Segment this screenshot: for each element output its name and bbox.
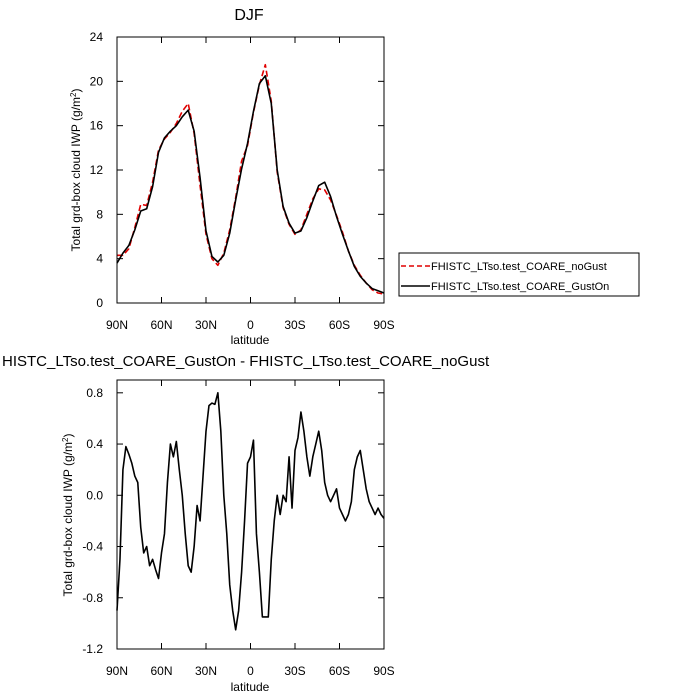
bottom-y-tick-label: 0.0 (86, 488, 103, 502)
bottom-series-line-0 (116, 392, 385, 631)
top-y-axis-label-main: Total grd-box cloud IWP (g/m (69, 97, 83, 252)
top-plot-frame (116, 36, 385, 304)
top-y-tick-label: 20 (90, 74, 104, 88)
bottom-y-axis-label: Total grd-box cloud IWP (g/m2) (61, 434, 75, 597)
bottom-x-tick-label: 90S (373, 664, 394, 678)
legend: FHISTC_LTso.test_COARE_noGust FHISTC_LTs… (398, 252, 640, 297)
bottom-panel-title: HISTC_LTso.test_COARE_GustOn - FHISTC_LT… (2, 353, 490, 370)
top-y-axis-label: Total grd-box cloud IWP (g/m2) (69, 89, 83, 252)
bottom-panel: HISTC_LTso.test_COARE_GustOn - FHISTC_LT… (2, 353, 490, 694)
top-axis-ticks: 90N 60N 30N 0 30S 60S 90S 0 4 8 12 16 20 24 (90, 30, 395, 332)
top-panel: DJF 90N 60N 30N 0 30S 60S 90S 0 4 8 12 16 20 24 latit… (69, 7, 640, 347)
bottom-y-axis-label-end: ) (61, 434, 75, 438)
bottom-x-tick-label: 90N (106, 664, 128, 678)
bottom-x-tick-label: 30N (195, 664, 217, 678)
top-y-axis-label-sup: 2 (69, 92, 78, 97)
bottom-y-axis-label-sup: 2 (61, 437, 70, 442)
top-plot-area (116, 63, 385, 295)
top-y-tick-label: 0 (96, 296, 103, 310)
top-y-tick-label: 4 (96, 252, 103, 266)
bottom-plot-area (116, 392, 385, 631)
top-x-tick-label: 0 (247, 318, 254, 332)
legend-box (398, 252, 640, 297)
top-series-line-0 (117, 63, 385, 295)
bottom-x-tick-label: 60N (150, 664, 172, 678)
top-x-tick-label: 60S (329, 318, 350, 332)
top-x-tick-label: 30S (284, 318, 305, 332)
top-x-tick-label: 90N (106, 318, 128, 332)
top-y-tick-label: 8 (96, 207, 103, 221)
top-series-line-1 (116, 74, 385, 294)
top-panel-title: DJF (234, 7, 264, 24)
legend-label-GustOn: FHISTC_LTso.test_COARE_GustOn (431, 281, 609, 293)
top-y-tick-label: 24 (90, 30, 104, 44)
bottom-y-tick-label: 0.8 (86, 386, 103, 400)
legend-label-noGust: FHISTC_LTso.test_COARE_noGust (431, 261, 607, 273)
bottom-y-tick-label: -1.2 (82, 642, 103, 656)
bottom-y-tick-label: 0.4 (86, 437, 103, 451)
top-y-tick-label: 12 (90, 163, 104, 177)
top-x-tick-label: 60N (150, 318, 172, 332)
bottom-y-tick-label: -0.8 (82, 591, 103, 605)
bottom-y-axis-label-main: Total grd-box cloud IWP (g/m (61, 442, 75, 597)
top-x-axis-label: latitude (231, 333, 270, 347)
bottom-axis-ticks: 90N 60N 30N 0 30S 60S 90S -1.2 -0.8 -0.4 0.0 0.4 0.8 (82, 380, 395, 678)
bottom-x-axis-label: latitude (231, 680, 270, 694)
top-x-tick-label: 30N (195, 318, 217, 332)
bottom-x-tick-label: 60S (329, 664, 350, 678)
bottom-plot-frame (116, 379, 385, 650)
bottom-y-tick-label: -0.4 (82, 540, 103, 554)
bottom-x-tick-label: 0 (247, 664, 254, 678)
top-y-tick-label: 16 (90, 119, 104, 133)
top-x-tick-label: 90S (373, 318, 394, 332)
top-y-axis-label-end: ) (69, 89, 83, 93)
bottom-x-tick-label: 30S (284, 664, 305, 678)
